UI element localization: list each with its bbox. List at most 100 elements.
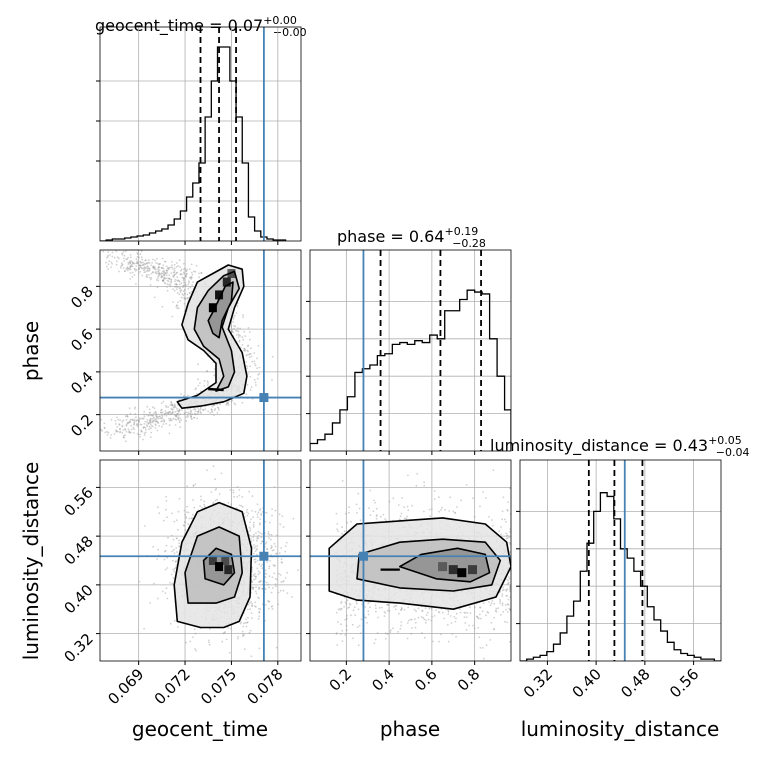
sample-point xyxy=(107,268,109,270)
sample-point xyxy=(249,389,252,391)
sample-point xyxy=(507,582,510,585)
sample-point xyxy=(173,267,176,270)
sample-point xyxy=(507,579,509,582)
sample-point xyxy=(151,271,154,273)
sample-point xyxy=(158,272,161,274)
sample-point xyxy=(164,260,167,263)
sample-point xyxy=(268,565,271,568)
sample-point xyxy=(210,410,213,412)
sample-point xyxy=(373,499,375,502)
sample-point xyxy=(185,272,188,275)
sample-point xyxy=(153,296,156,299)
sample-point xyxy=(359,632,362,634)
sample-point xyxy=(220,472,223,475)
sample-point xyxy=(463,611,466,614)
sample-point xyxy=(194,483,197,486)
sample-point xyxy=(118,270,120,273)
sample-point xyxy=(195,649,198,652)
sample-point xyxy=(153,582,156,585)
sample-point xyxy=(151,414,154,417)
sample-point xyxy=(206,384,209,386)
sample-point xyxy=(128,420,131,422)
sample-point xyxy=(505,520,507,523)
sample-point xyxy=(155,414,157,417)
sample-point xyxy=(433,490,436,492)
sample-point xyxy=(244,515,246,518)
sample-point xyxy=(206,370,209,373)
sample-point xyxy=(359,519,362,522)
sample-point xyxy=(274,564,276,567)
sample-point xyxy=(284,577,287,579)
sample-point xyxy=(163,420,166,422)
sample-point xyxy=(177,307,180,310)
sample-point xyxy=(407,509,410,512)
sample-point xyxy=(165,272,167,274)
sample-point xyxy=(151,258,154,261)
sample-point xyxy=(206,380,209,383)
sample-point xyxy=(169,419,171,422)
sample-point xyxy=(253,363,256,365)
sample-point xyxy=(102,250,105,253)
sample-point xyxy=(128,431,131,434)
density-cells-b xyxy=(208,269,236,313)
sample-point xyxy=(160,275,163,277)
sample-point xyxy=(373,642,376,645)
sample-point xyxy=(456,506,458,508)
sample-point xyxy=(100,428,103,431)
sample-point xyxy=(182,276,185,279)
sample-point xyxy=(136,252,139,254)
sample-point xyxy=(183,394,185,397)
sample-point xyxy=(186,414,189,417)
sample-point xyxy=(176,413,178,415)
sample-point xyxy=(440,633,442,636)
sample-point xyxy=(256,377,259,380)
sample-point xyxy=(388,609,391,612)
sample-point xyxy=(166,411,169,414)
sample-point xyxy=(264,569,267,572)
sample-point xyxy=(260,512,263,515)
sample-point xyxy=(153,267,156,270)
sample-point xyxy=(409,618,412,621)
sample-point xyxy=(191,517,193,520)
sample-point xyxy=(182,294,185,297)
sample-point xyxy=(247,603,250,606)
sample-point xyxy=(271,587,274,589)
sample-point xyxy=(239,335,242,337)
sample-point xyxy=(178,259,181,262)
sample-point xyxy=(141,258,144,261)
sample-point xyxy=(235,334,238,336)
sample-point xyxy=(201,507,204,509)
sample-point xyxy=(129,431,132,434)
sample-point xyxy=(127,267,130,270)
sample-point xyxy=(255,586,257,589)
sample-point xyxy=(140,266,143,269)
sample-point xyxy=(163,276,165,279)
sample-point xyxy=(139,433,142,436)
sample-point xyxy=(429,515,431,518)
sample-point xyxy=(384,612,387,614)
sample-point xyxy=(173,274,176,277)
sample-point xyxy=(201,677,203,679)
sample-point xyxy=(140,423,143,426)
sample-point xyxy=(175,537,178,540)
sample-point xyxy=(375,517,378,520)
sample-point xyxy=(166,274,168,277)
sample-point xyxy=(256,503,259,506)
sample-point xyxy=(261,587,264,590)
sample-point xyxy=(177,301,179,304)
sample-point xyxy=(150,431,153,434)
sample-point xyxy=(260,565,262,567)
sample-point xyxy=(107,251,109,254)
sample-point xyxy=(345,629,348,632)
sample-point xyxy=(349,603,352,606)
sample-point xyxy=(449,496,452,499)
sample-point xyxy=(259,571,261,574)
sample-point xyxy=(162,272,165,275)
sample-point xyxy=(351,623,354,626)
sample-point xyxy=(118,428,121,430)
sample-point xyxy=(485,497,487,499)
sample-point xyxy=(484,614,487,617)
sample-point xyxy=(133,423,135,426)
sample-point xyxy=(257,570,260,573)
